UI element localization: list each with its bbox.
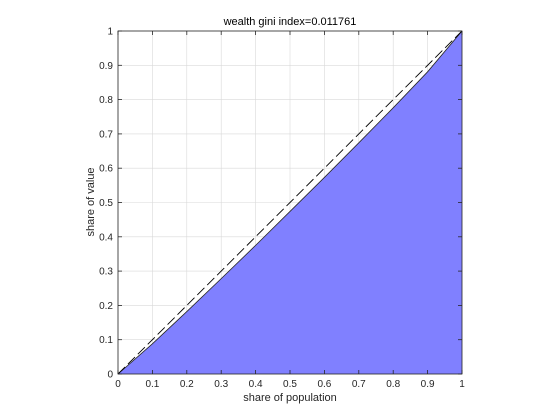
- y-tick-label: 0.3: [99, 267, 113, 278]
- x-tick-label: 0.9: [421, 379, 435, 390]
- chart-title: wealth gini index=0.011761: [223, 16, 357, 28]
- y-tick-label: 0.9: [99, 61, 113, 72]
- y-tick-label: 1: [107, 27, 113, 38]
- x-tick-label: 0.8: [386, 379, 400, 390]
- x-tick-label: 0.3: [214, 379, 228, 390]
- y-tick-label: 0.1: [99, 335, 113, 346]
- y-tick-labels: 0 0.1 0.2 0.3 0.4 0.5 0.6 0.7 0.8 0.9 1: [99, 27, 113, 381]
- series-group: [117, 30, 463, 375]
- y-tick-label: 0.5: [99, 198, 113, 209]
- x-tick-label: 1: [459, 379, 465, 390]
- equality-line: [117, 30, 463, 375]
- x-tick-labels: 0 0.1 0.2 0.3 0.4 0.5 0.6 0.7 0.8 0.9 1: [115, 379, 465, 390]
- x-tick-label: 0.1: [145, 379, 159, 390]
- lorenz-area: [118, 31, 462, 374]
- y-tick-label: 0.4: [99, 232, 113, 243]
- y-tick-label: 0.2: [99, 301, 113, 312]
- x-tick-label: 0.5: [283, 379, 297, 390]
- y-axis-label: share of value: [85, 167, 97, 236]
- y-tick-label: 0: [107, 370, 113, 381]
- x-tick-label: 0.6: [317, 379, 331, 390]
- x-tick-label: 0: [115, 379, 121, 390]
- x-axis-label: share of population: [243, 392, 337, 404]
- y-tick-label: 0.7: [99, 129, 113, 140]
- tick-marks: [117, 30, 463, 375]
- x-tick-label: 0.2: [180, 379, 194, 390]
- y-tick-label: 0.8: [99, 95, 113, 106]
- x-tick-label: 0.7: [352, 379, 366, 390]
- x-tick-label: 0.4: [249, 379, 263, 390]
- y-tick-label: 0.6: [99, 164, 113, 175]
- lorenz-curve-line: [117, 30, 463, 375]
